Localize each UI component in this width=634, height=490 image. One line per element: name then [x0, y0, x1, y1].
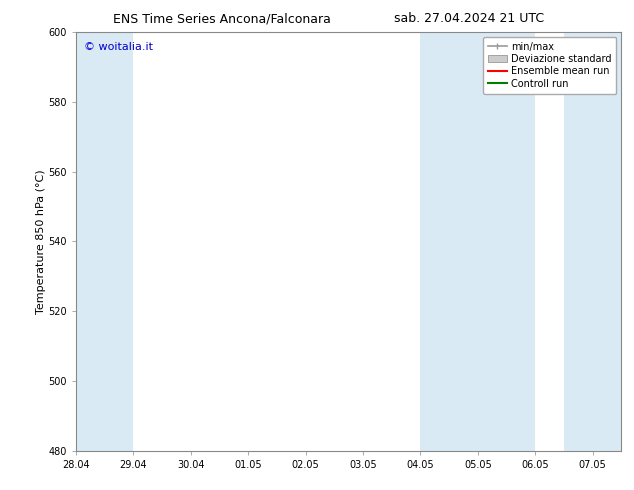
Text: ENS Time Series Ancona/Falconara: ENS Time Series Ancona/Falconara [113, 12, 331, 25]
Text: sab. 27.04.2024 21 UTC: sab. 27.04.2024 21 UTC [394, 12, 544, 25]
Bar [420, 32, 535, 451]
Text: © woitalia.it: © woitalia.it [84, 42, 153, 52]
Bar [564, 32, 621, 451]
Legend: min/max, Deviazione standard, Ensemble mean run, Controll run: min/max, Deviazione standard, Ensemble m… [483, 37, 616, 94]
Bar [76, 32, 134, 451]
Y-axis label: Temperature 850 hPa (°C): Temperature 850 hPa (°C) [36, 169, 46, 314]
